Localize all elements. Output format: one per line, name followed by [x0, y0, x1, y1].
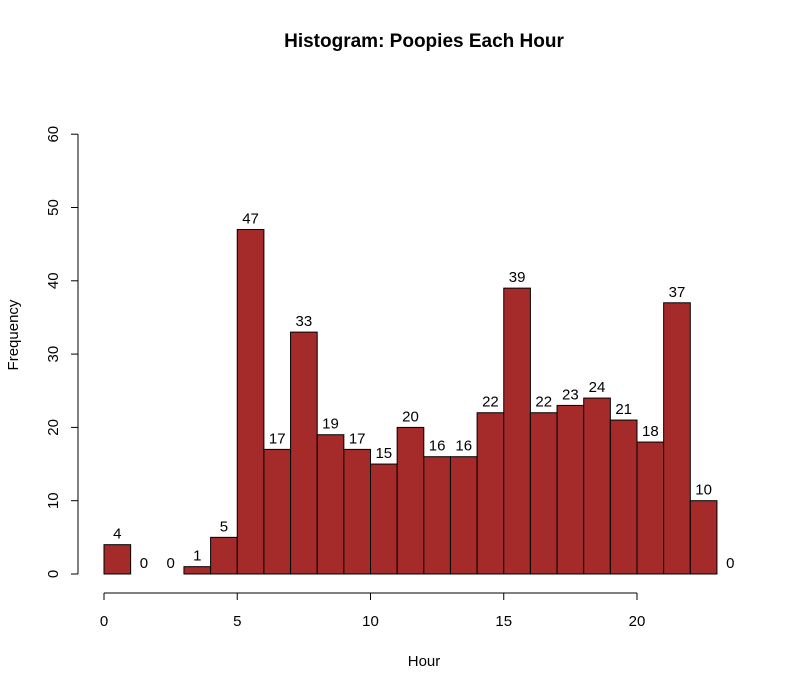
x-tick-label: 0: [100, 613, 108, 630]
bar-value-label: 4: [113, 526, 121, 543]
histogram-bar: [529, 412, 558, 575]
x-axis-label: Hour: [408, 653, 441, 670]
bar-value-label: 1: [193, 548, 201, 565]
bar-value-label: 19: [322, 416, 339, 433]
bar-value-label: 24: [589, 379, 606, 396]
bar-value-label: 21: [615, 401, 632, 418]
bar-value-label: 10: [695, 482, 712, 499]
x-tick-label: 10: [362, 613, 379, 630]
histogram-bar: [316, 434, 345, 575]
y-tick-label: 50: [45, 199, 62, 216]
bar-value-label: 22: [535, 394, 552, 411]
bar-value-label: 20: [402, 408, 419, 425]
bar-value-label: 22: [482, 394, 499, 411]
y-tick-label: 0: [45, 570, 62, 578]
bars-group: [103, 228, 718, 575]
x-tick-label: 15: [495, 613, 512, 630]
histogram-bar: [343, 448, 372, 575]
y-axis: 0 10 20 30 40 50 60: [45, 126, 79, 578]
chart-title: Histogram: Poopies Each Hour: [284, 31, 564, 52]
bar-value-label: 17: [269, 430, 286, 447]
y-tick-label: 60: [45, 126, 62, 143]
histogram-bar: [636, 441, 665, 575]
y-axis-label: Frequency: [5, 299, 22, 370]
bar-value-label: 39: [509, 269, 526, 286]
x-axis: 0 5 10 15 20: [100, 592, 646, 630]
bar-value-label: 16: [455, 438, 472, 455]
histogram-bar: [263, 448, 292, 575]
bar-value-label: 0: [140, 555, 148, 572]
histogram-bar: [103, 544, 132, 575]
bar-value-label: 5: [220, 518, 228, 535]
bar-value-label: 15: [375, 445, 392, 462]
histogram-bar: [663, 302, 691, 575]
y-tick-label: 10: [45, 492, 62, 509]
bar-value-label: 23: [562, 386, 579, 403]
histogram-bar: [609, 419, 638, 575]
bar-value-label: 18: [642, 423, 659, 440]
histogram-bar: [183, 566, 212, 575]
bar-value-label: 16: [429, 438, 446, 455]
histogram-bar: [396, 426, 425, 575]
histogram-bar: [583, 397, 611, 575]
histogram-bar: [556, 404, 585, 575]
histogram-bar: [689, 500, 718, 575]
bar-value-label: 0: [726, 555, 734, 572]
histogram-bar: [476, 412, 505, 575]
y-tick-label: 40: [45, 272, 62, 289]
x-tick-label: 20: [629, 613, 646, 630]
histogram-bar: [236, 228, 265, 575]
histogram-bar: [290, 331, 318, 575]
histogram-bar: [503, 287, 531, 575]
y-tick-label: 20: [45, 419, 62, 436]
histogram-bar: [449, 456, 478, 575]
histogram-bar: [370, 463, 398, 575]
histogram-bar: [210, 536, 238, 575]
x-tick-label: 5: [233, 613, 241, 630]
histogram-bar: [423, 456, 451, 575]
bar-value-label: 17: [349, 430, 366, 447]
bar-value-label: 0: [166, 555, 174, 572]
bar-value-label: 33: [296, 313, 313, 330]
y-tick-label: 30: [45, 346, 62, 363]
bar-value-label: 47: [242, 210, 259, 227]
bar-value-label: 37: [669, 284, 686, 301]
